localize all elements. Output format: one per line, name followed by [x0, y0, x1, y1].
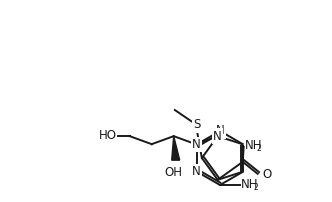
Text: N: N [192, 165, 201, 178]
Text: OH: OH [165, 166, 183, 179]
Text: N: N [192, 138, 201, 151]
Text: NH: NH [245, 139, 262, 152]
Text: 2: 2 [257, 144, 262, 153]
Text: NH: NH [241, 178, 259, 190]
Text: HO: HO [99, 129, 117, 142]
Text: O: O [263, 168, 272, 181]
Text: N: N [213, 130, 222, 143]
Text: 2: 2 [253, 182, 258, 191]
Text: N: N [215, 124, 224, 138]
Text: S: S [193, 119, 201, 132]
Polygon shape [172, 136, 180, 160]
